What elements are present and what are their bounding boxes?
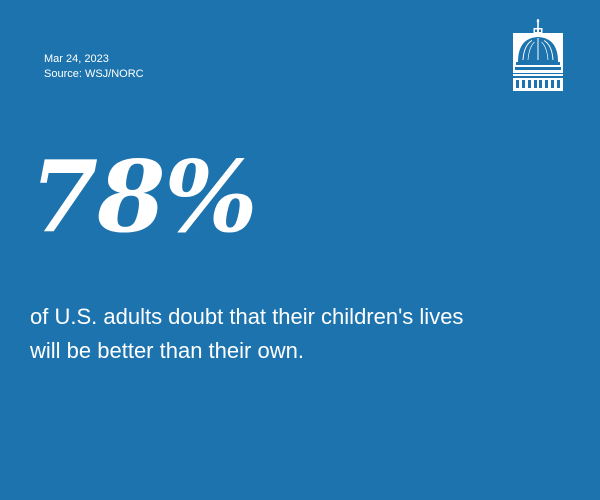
capitol-dome-icon [512, 18, 564, 92]
headline-statistic: 78% [30, 140, 257, 255]
source-label: Source: WSJ/NORC [44, 68, 144, 80]
description-line-2: will be better than their own. [30, 338, 304, 363]
statistic-description: of U.S. adults doubt that their children… [30, 300, 570, 368]
description-line-1: of U.S. adults doubt that their children… [30, 304, 464, 329]
date-label: Mar 24, 2023 [44, 53, 109, 65]
meta-info: Mar 24, 2023 Source: WSJ/NORC [44, 52, 144, 82]
